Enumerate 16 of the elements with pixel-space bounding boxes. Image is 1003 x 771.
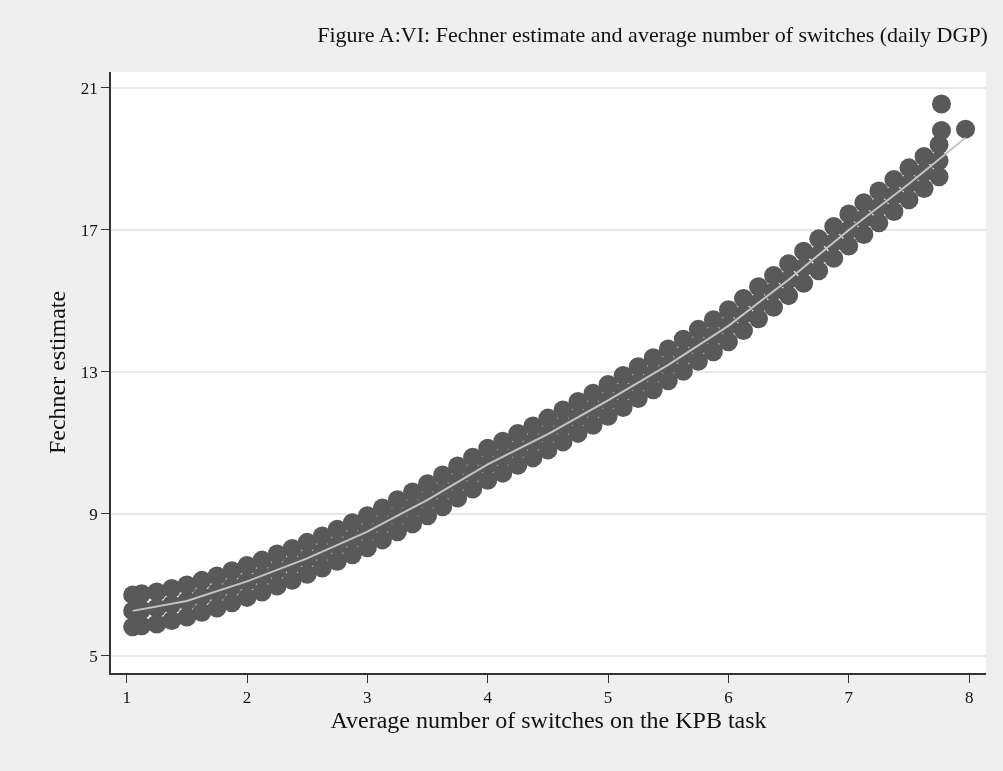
x-tick-label: 8 xyxy=(964,688,974,708)
y-tick-label: 9 xyxy=(89,504,98,524)
y-axis-title: Fechner estimate xyxy=(44,290,71,455)
y-tick-label: 5 xyxy=(89,646,98,666)
x-tick-label: 7 xyxy=(844,688,854,708)
y-tick-label: 13 xyxy=(80,362,98,382)
x-tick-label: 5 xyxy=(603,688,613,708)
y-tick-label: 17 xyxy=(80,220,99,240)
x-tick-label: 4 xyxy=(483,688,493,708)
x-tick-label: 3 xyxy=(363,688,372,708)
chart-title: Figure A:VI: Fechner estimate and average number of switches (daily DGP) xyxy=(317,22,988,48)
x-axis-title: Average number of switches on the KPB task xyxy=(330,707,767,734)
y-tick-label: 21 xyxy=(80,78,98,98)
x-tick-label: 6 xyxy=(724,688,733,708)
x-tick-label: 2 xyxy=(242,688,252,708)
x-tick-label: 1 xyxy=(122,688,131,708)
